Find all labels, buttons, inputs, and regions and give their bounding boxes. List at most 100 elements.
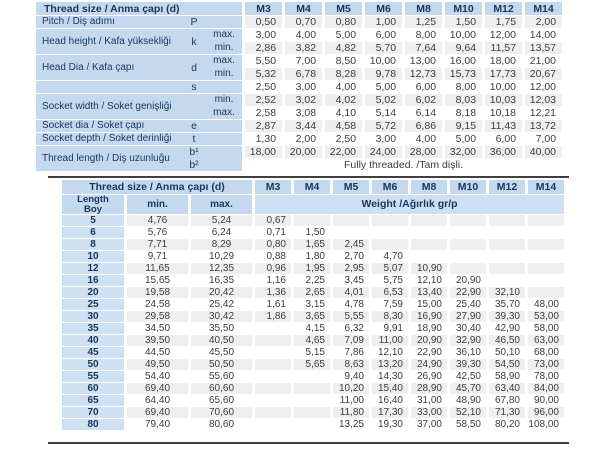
col-header-M4: M4 <box>294 180 330 194</box>
length-cell: 8 <box>62 239 124 250</box>
symbol: b¹ <box>189 146 199 159</box>
min-value: 69,40 <box>127 383 188 394</box>
weight-value-M6: 12,10 <box>372 347 408 358</box>
weight-value-M4: 1,65 <box>294 239 330 250</box>
dim-value-M6: 6,00 <box>365 29 403 41</box>
row-label-text: Socket depth / Soket derinliği <box>42 133 172 144</box>
dim-value-M14: 13,72 <box>525 120 563 132</box>
dim-value-M4: 3,02 <box>285 94 323 106</box>
weight-value-M3: 0,80 <box>255 239 291 250</box>
row-label: Pitch / Diş adımı P <box>36 16 243 28</box>
weight-value-M14: 78,00 <box>528 371 564 382</box>
weight-value-M10: 32,90 <box>450 335 486 346</box>
dim-value-M5: 8,28 <box>325 68 363 80</box>
min-value: 49,50 <box>127 359 188 370</box>
dim-value-M6: 24,00 <box>365 146 403 158</box>
weight-value-M4: 5,15 <box>294 347 330 358</box>
dim-value-M3: 2,58 <box>245 107 283 119</box>
col-header-M3: M3 <box>255 180 291 194</box>
dim-value-M6: 5,14 <box>365 107 403 119</box>
weight-value-M14: 90,00 <box>528 395 564 406</box>
col-header-M6: M6 <box>372 180 408 194</box>
min-value: 64,40 <box>127 395 188 406</box>
dim-value-M10: 5,00 <box>445 133 483 145</box>
col-header-M10: M10 <box>445 2 483 15</box>
dim-value-M8: 28,00 <box>405 146 443 158</box>
weight-value-M14: 68,00 <box>528 347 564 358</box>
weight-value-M10: 48,90 <box>450 395 486 406</box>
weight-header: Weight /Ağırlık gr/p <box>255 195 564 214</box>
weight-value-M6: 8,30 <box>372 311 408 322</box>
min-value: 54,40 <box>127 371 188 382</box>
weight-value-M14 <box>528 227 564 238</box>
col-header-M10: M10 <box>450 180 486 194</box>
minmax-label: max. <box>213 106 235 118</box>
weight-value-M14 <box>528 251 564 262</box>
weight-value-M12: 50,10 <box>489 347 525 358</box>
weight-value-M6: 17,30 <box>372 407 408 418</box>
weight-value-M10: 39,30 <box>450 359 486 370</box>
weight-value-M14 <box>528 263 564 274</box>
dim-value-M10: 1,50 <box>445 16 483 28</box>
weight-value-M4 <box>294 419 330 430</box>
dim-value-M4: 20,00 <box>285 146 323 158</box>
weight-value-M3: 0,88 <box>255 251 291 262</box>
col-header-M8: M8 <box>405 2 443 15</box>
weight-value-M4: 5,65 <box>294 359 330 370</box>
weight-value-M8 <box>411 251 447 262</box>
max-value: 20,42 <box>191 287 252 298</box>
max-value: 10,29 <box>191 251 252 262</box>
weight-value-M6: 9,91 <box>372 323 408 334</box>
weight-value-M14: 108,00 <box>528 419 564 430</box>
col-header-M14: M14 <box>525 2 563 15</box>
table-row: 5 4,76 5,24 0,67 <box>62 215 564 226</box>
dim-value-M12: 12,00 <box>485 29 523 41</box>
weight-value-M4: 3,15 <box>294 299 330 310</box>
symbol: k <box>191 35 197 48</box>
dim-value-M6: 10,00 <box>365 55 403 67</box>
weight-value-M8: 20,90 <box>411 335 447 346</box>
dim-value-M14: 20,67 <box>525 68 563 80</box>
min-value: 34,50 <box>127 323 188 334</box>
symbol: P <box>190 16 198 28</box>
dim-value-M6: 3,00 <box>365 133 403 145</box>
dim-value-M10: 8,00 <box>445 81 483 93</box>
length-header: Length Boy <box>62 195 124 214</box>
weight-value-M14: 63,00 <box>528 335 564 346</box>
row-label-text: Head Dia / Kafa çapı <box>42 61 135 73</box>
weight-value-M3 <box>255 347 291 358</box>
dim-value-M3: 5,32 <box>245 68 283 80</box>
weight-value-M3 <box>255 383 291 394</box>
weight-value-M3: 1,16 <box>255 275 291 286</box>
weight-value-M10: 25,40 <box>450 299 486 310</box>
table-row: 8 7,71 8,29 0,80 1,65 2,45 <box>62 239 564 250</box>
table-row: 6 5,76 6,24 0,71 1,50 <box>62 227 564 238</box>
weight-value-M6: 5,07 <box>372 263 408 274</box>
weight-value-M8: 31,00 <box>411 395 447 406</box>
dim-value-M8: 6,00 <box>405 81 443 93</box>
weight-value-M10 <box>450 227 486 238</box>
dim-value-M14: 21,00 <box>525 55 563 67</box>
max-header: max. <box>191 195 252 214</box>
dim-value-M12: 18,00 <box>485 55 523 67</box>
max-value: 35,50 <box>191 323 252 334</box>
weight-value-M14: 53,00 <box>528 311 564 322</box>
min-value: 5,76 <box>127 227 188 238</box>
weight-value-M4: 1,80 <box>294 251 330 262</box>
weight-value-M5: 11,00 <box>333 395 369 406</box>
symbol: s <box>191 81 197 93</box>
table-row: s 2,50 3,00 4,00 5,00 6,00 8,00 10,00 12,00 <box>36 81 563 93</box>
weight-value-M4 <box>294 395 330 406</box>
row-label: Head Dia / Kafa çapı d max. min. <box>36 55 243 80</box>
weight-value-M4 <box>294 371 330 382</box>
row-label: Thread length / Diş uzunluğu b¹ b² <box>36 146 243 171</box>
weight-value-M6: 11,00 <box>372 335 408 346</box>
table-row: 20 19,58 20,42 1,36 2,65 4,01 6,53 13,40 22,90 32… <box>62 287 564 298</box>
table-row: 16 15,65 16,35 1,16 2,25 3,45 5,75 12,10 20,90 <box>62 275 564 286</box>
table-row: 65 64,40 65,60 11,00 16,40 31,00 48,90 67,80 90,… <box>62 395 564 406</box>
weight-value-M5: 2,45 <box>333 239 369 250</box>
dim-value-M4: 3,08 <box>285 107 323 119</box>
dim-value-M5: 4,10 <box>325 107 363 119</box>
weight-value-M5: 11,80 <box>333 407 369 418</box>
